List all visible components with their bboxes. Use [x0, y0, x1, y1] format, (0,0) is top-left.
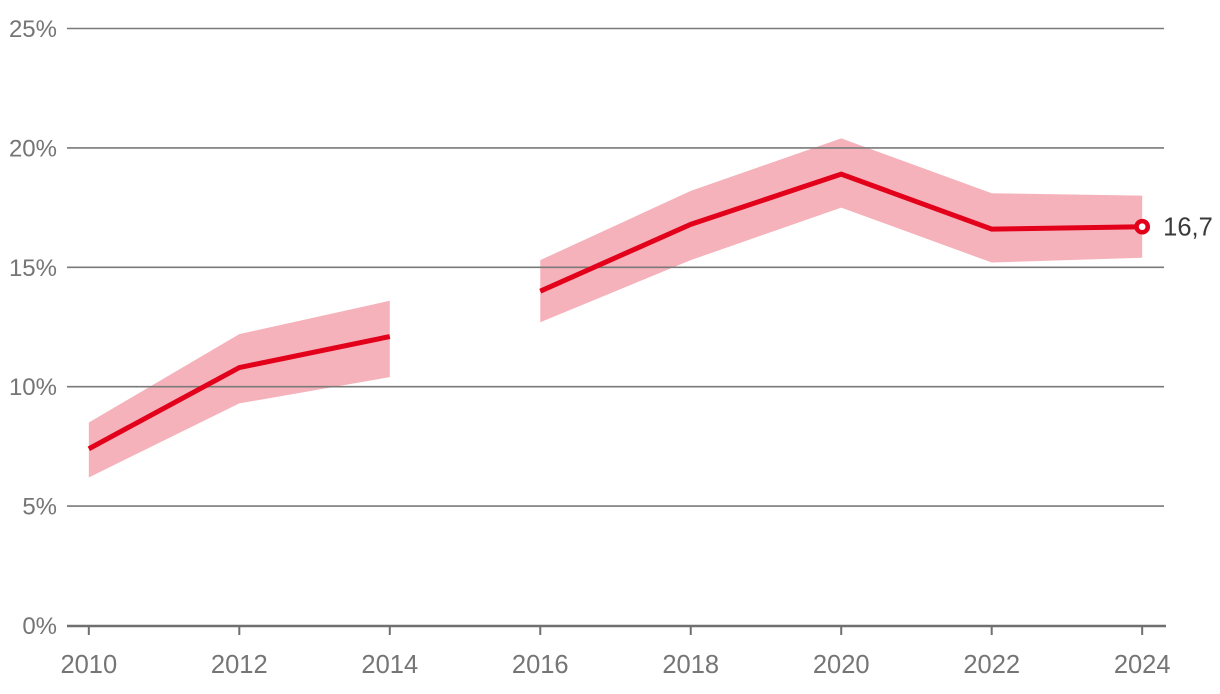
- x-axis-tick-label: 2018: [662, 651, 719, 679]
- x-axis-tick-label: 2022: [963, 651, 1020, 679]
- y-axis-tick-label: 25%: [9, 16, 57, 43]
- confidence-band: [88, 300, 390, 478]
- y-axis-tick-label: 5%: [22, 494, 57, 521]
- y-axis-tick-label: 15%: [9, 255, 57, 282]
- x-axis-tick-label: 2020: [813, 651, 870, 679]
- x-axis-tick-label: 2010: [60, 651, 117, 679]
- trend-line: [87, 334, 391, 451]
- x-axis-tick-label: 2014: [361, 651, 418, 679]
- x-axis-tick-label: 2016: [512, 651, 569, 679]
- end-point-marker: [1134, 218, 1151, 235]
- y-axis-tick-label: 10%: [9, 374, 57, 401]
- x-axis-tick-label: 2024: [1114, 651, 1171, 679]
- y-axis-tick-label: 20%: [9, 135, 57, 162]
- end-value-label: 16,7: [1163, 214, 1213, 242]
- x-axis-tick-label: 2012: [211, 651, 268, 679]
- y-axis-tick-label: 0%: [22, 613, 57, 640]
- trend-line: [539, 171, 1143, 294]
